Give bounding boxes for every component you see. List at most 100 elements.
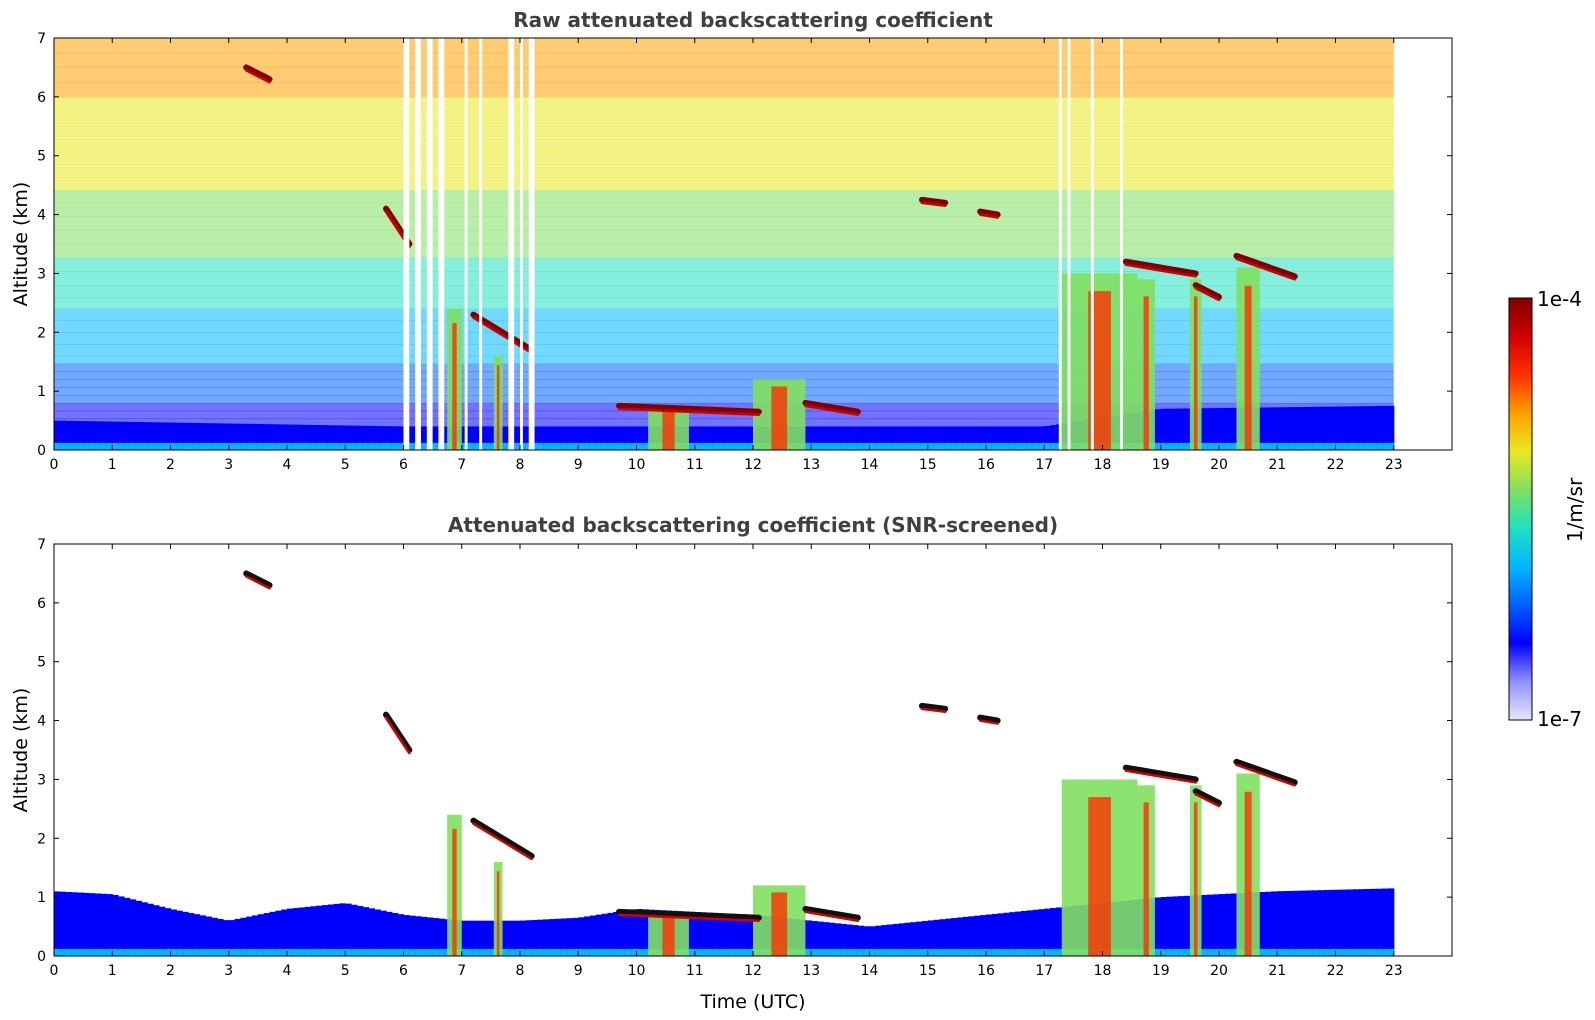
x-tick-label: 18: [1094, 457, 1112, 473]
surface-layer-cell: [1020, 948, 1028, 956]
surface-layer-cell: [397, 948, 405, 956]
surface-layer-cell: [904, 442, 911, 450]
surface-layer-cell: [368, 948, 375, 956]
boundary-layer-cell: [298, 424, 306, 450]
surface-layer-cell: [351, 442, 358, 450]
boundary-layer-cell: [869, 426, 876, 450]
surface-layer-cell: [386, 948, 393, 956]
surface-layer-cell: [898, 948, 906, 956]
boundary-layer-cell: [852, 925, 859, 956]
surface-layer-cell: [1201, 948, 1208, 956]
surface-layer-cell: [549, 442, 556, 450]
boundary-layer-cell: [1364, 888, 1372, 956]
surface-layer-cell: [991, 442, 999, 450]
surface-layer-cell: [537, 948, 544, 956]
boundary-layer-cell: [281, 909, 288, 956]
boundary-layer-cell: [729, 426, 737, 450]
boundary-layer-cell: [1259, 407, 1267, 450]
boundary-layer-cell: [351, 425, 358, 450]
x-tick-label: 17: [1035, 457, 1053, 473]
surface-layer-cell: [508, 948, 515, 956]
precipitation-core: [496, 871, 500, 956]
boundary-layer-cell: [986, 426, 993, 450]
boundary-layer-cell: [1160, 408, 1168, 450]
boundary-layer-cell: [118, 421, 125, 450]
boundary-layer-cell: [863, 926, 871, 956]
boundary-layer-cell: [630, 909, 638, 956]
boundary-layer-cell: [252, 423, 259, 450]
boundary-layer-cell: [921, 426, 929, 450]
boundary-layer-cell: [636, 426, 643, 450]
boundary-layer-cell: [1358, 889, 1366, 956]
surface-layer-cell: [1265, 948, 1273, 956]
boundary-layer-cell: [298, 907, 306, 956]
boundary-layer-cell: [1015, 911, 1022, 956]
boundary-layer-cell: [1219, 894, 1226, 956]
y-tick-label: 7: [37, 31, 46, 47]
boundary-layer-cell: [1219, 408, 1226, 450]
cloud-layer-edge: [978, 719, 999, 725]
boundary-layer-cell: [898, 923, 906, 956]
precipitation-core: [496, 365, 500, 450]
boundary-layer-cell: [147, 903, 154, 956]
x-tick-label: 12: [744, 963, 762, 979]
surface-layer-cell: [170, 442, 177, 450]
boundary-layer-cell: [1172, 408, 1179, 450]
surface-layer-cell: [817, 948, 824, 956]
boundary-layer-cell: [1009, 912, 1016, 956]
precipitation-core: [662, 916, 675, 956]
surface-layer-cell: [584, 442, 591, 450]
surface-layer-cell: [1300, 948, 1307, 956]
surface-layer-cell: [316, 442, 323, 450]
boundary-layer-cell: [945, 426, 952, 450]
boundary-layer-cell: [1341, 889, 1348, 956]
boundary-layer-cell: [153, 905, 160, 956]
boundary-layer-cell: [1335, 889, 1342, 956]
noise-band: [54, 244, 1394, 259]
boundary-layer-cell: [904, 922, 911, 956]
surface-layer-cell: [1009, 948, 1016, 956]
boundary-layer-cell: [642, 426, 649, 450]
surface-layer-cell: [1026, 442, 1034, 450]
noise-band: [54, 379, 1394, 388]
surface-layer-cell: [1050, 948, 1057, 956]
noise-band: [54, 111, 1394, 127]
boundary-layer-cell: [199, 915, 207, 956]
surface-layer-cell: [951, 948, 958, 956]
boundary-layer-cell: [257, 914, 265, 956]
surface-layer-cell: [875, 442, 882, 450]
colorbar-units-label: 1/m/sr: [1563, 477, 1587, 542]
surface-layer-cell: [1207, 948, 1214, 956]
boundary-layer-cell: [834, 923, 841, 956]
y-tick-label: 1: [37, 384, 46, 400]
boundary-layer-cell: [479, 920, 486, 956]
boundary-layer-cell: [642, 909, 649, 956]
data-gap: [426, 38, 433, 450]
surface-layer-cell: [415, 948, 422, 956]
surface-layer-cell: [566, 442, 574, 450]
surface-layer-cell: [747, 442, 754, 450]
boundary-layer-cell: [1300, 890, 1307, 956]
boundary-layer-cell: [1038, 426, 1045, 450]
surface-layer-cell: [1370, 442, 1377, 450]
surface-layer-cell: [636, 442, 643, 450]
surface-layer-cell: [205, 948, 212, 956]
boundary-layer-cell: [327, 425, 335, 450]
surface-layer-cell: [420, 948, 428, 956]
boundary-layer-cell: [1318, 406, 1325, 450]
surface-layer-cell: [1318, 948, 1325, 956]
surface-layer-cell: [531, 442, 539, 450]
boundary-layer-cell: [228, 423, 236, 450]
surface-layer-cell: [980, 442, 987, 450]
surface-layer-cell: [409, 442, 416, 450]
surface-layer-cell: [1038, 948, 1045, 956]
surface-layer-cell: [718, 442, 725, 450]
x-tick-label: 23: [1385, 457, 1403, 473]
raw-x-ticks: 0 1 2 3 4 5 6 7 8 9 10 11 12 13 14 15 16 17 18 19 20 21 22 23: [50, 38, 1403, 473]
boundary-layer-cell: [263, 424, 271, 450]
boundary-layer-cell: [59, 420, 67, 450]
x-tick-label: 19: [1152, 963, 1170, 979]
noise-band: [54, 230, 1394, 245]
boundary-layer-cell: [380, 426, 387, 450]
